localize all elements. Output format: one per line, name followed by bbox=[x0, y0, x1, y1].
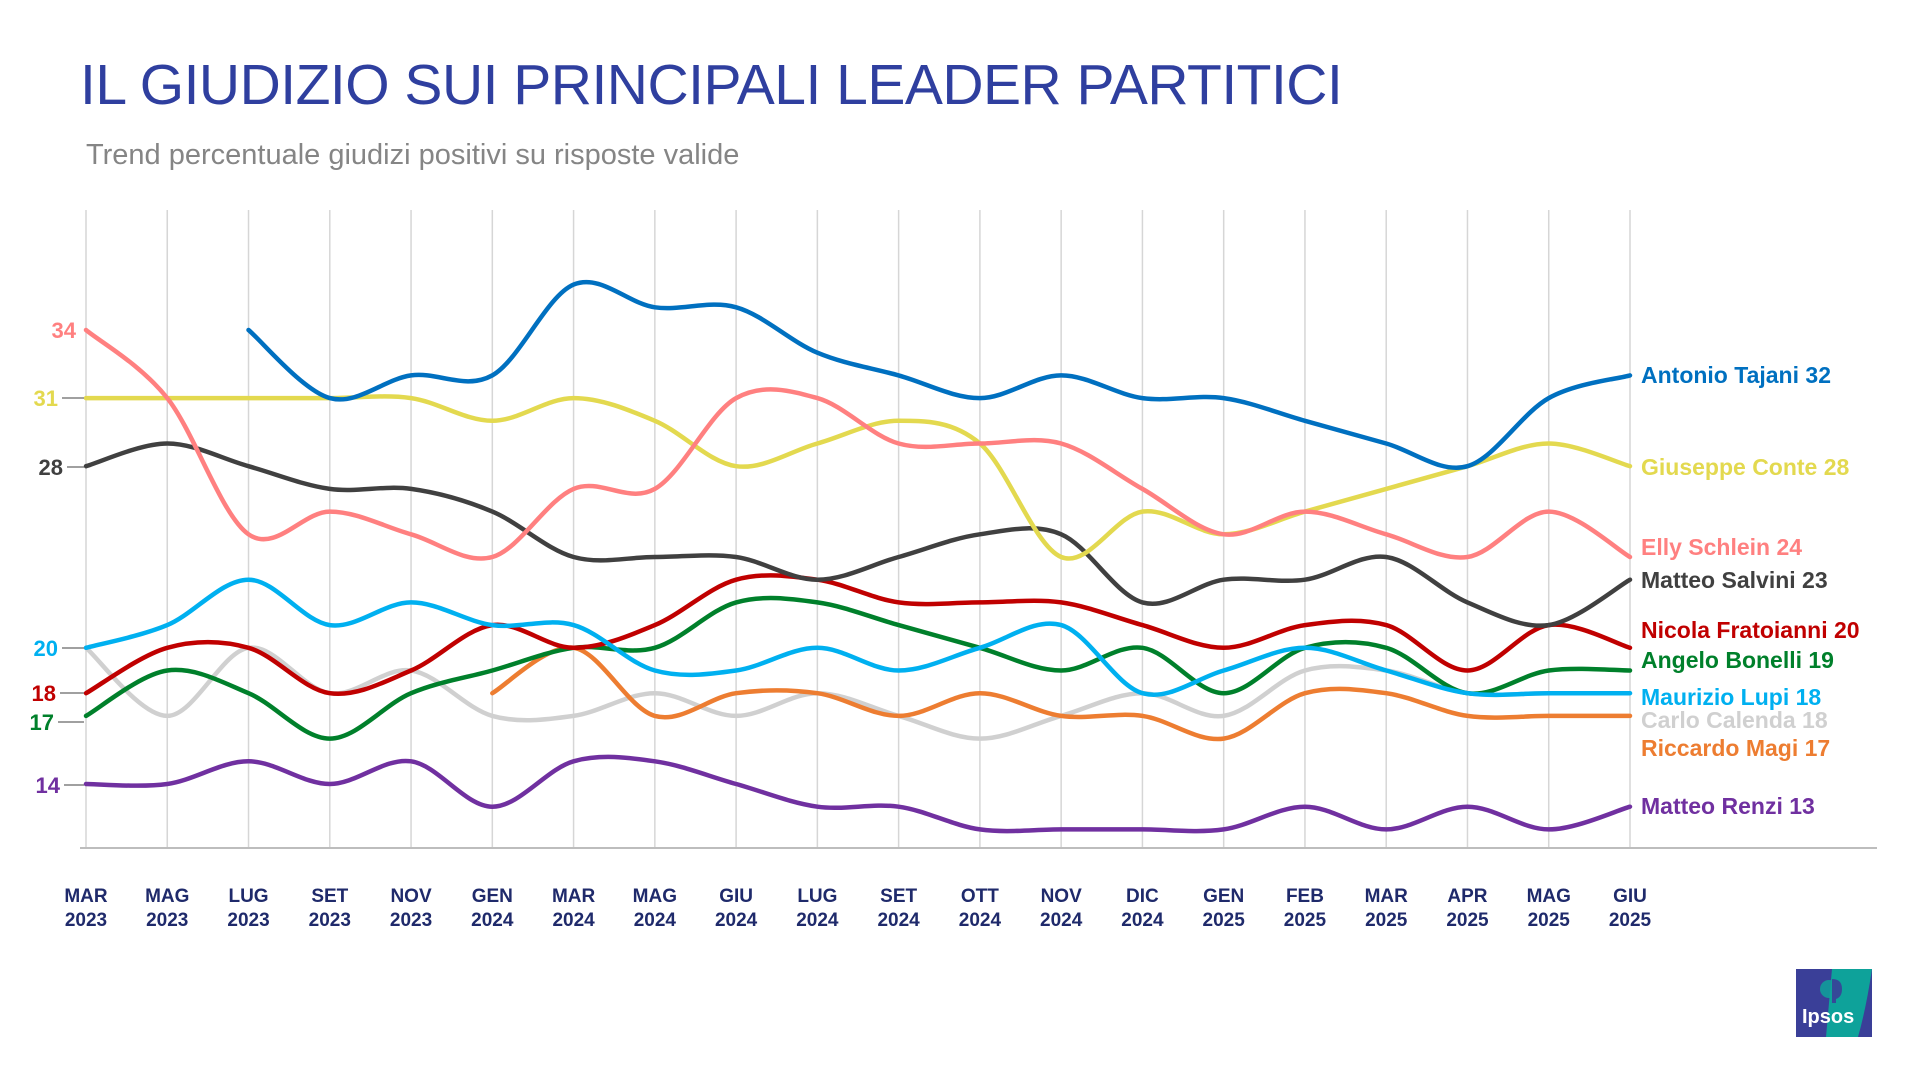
series-line bbox=[83, 577, 1633, 698]
x-tick-label: GIU 2024 bbox=[715, 886, 758, 931]
series-end-label: Maurizio Lupi 18 bbox=[1641, 684, 1821, 710]
x-tick-label: GEN 2025 bbox=[1203, 886, 1246, 931]
series-start-label: 17 bbox=[30, 710, 54, 735]
x-tick-label: GIU 2025 bbox=[1609, 886, 1652, 931]
x-tick-label: SET 2023 bbox=[309, 886, 351, 931]
series-end-label: Angelo Bonelli 19 bbox=[1641, 647, 1834, 673]
series-start-label: 31 bbox=[34, 386, 58, 411]
series-end-label: Matteo Renzi 13 bbox=[1641, 793, 1815, 819]
series-line bbox=[246, 279, 1633, 470]
series-start-label: 34 bbox=[52, 318, 77, 343]
x-tick-label: MAG 2024 bbox=[633, 886, 677, 931]
series-line bbox=[83, 595, 1633, 741]
x-tick-label: NOV 2023 bbox=[390, 886, 432, 931]
svg-text:Ipsos: Ipsos bbox=[1802, 1006, 1854, 1028]
series-line bbox=[490, 645, 1633, 742]
x-tick-label: LUG 2023 bbox=[227, 886, 269, 931]
series-end-label: Riccardo Magi 17 bbox=[1641, 735, 1830, 761]
series-end-label: Carlo Calenda 18 bbox=[1641, 707, 1828, 733]
series-end-label: Antonio Tajani 32 bbox=[1641, 362, 1831, 388]
series-start-label: 28 bbox=[39, 455, 63, 480]
x-tick-label: LUG 2024 bbox=[796, 886, 839, 931]
x-tick-label: DIC 2024 bbox=[1121, 886, 1164, 931]
ipsos-logo: Ipsos bbox=[1796, 969, 1872, 1037]
series-line bbox=[83, 754, 1633, 834]
x-tick-label: OTT 2024 bbox=[959, 886, 1002, 931]
x-tick-label: SET 2024 bbox=[877, 886, 920, 931]
series-end-label: Nicola Fratoianni 20 bbox=[1641, 617, 1860, 643]
chart-subtitle: Trend percentuale giudizi positivi su ri… bbox=[86, 139, 740, 171]
series-line bbox=[83, 441, 1633, 628]
chart-title: IL GIUDIZIO SUI PRINCIPALI LEADER PARTIT… bbox=[80, 53, 1343, 117]
x-tick-label: GEN 2024 bbox=[471, 886, 514, 931]
x-tick-label: MAR 2024 bbox=[552, 886, 596, 931]
x-tick-label: MAG 2025 bbox=[1527, 886, 1571, 931]
series-line bbox=[83, 327, 1633, 561]
series-line bbox=[83, 573, 1633, 697]
series-end-label: Matteo Salvini 23 bbox=[1641, 567, 1828, 593]
x-tick-label: APR 2025 bbox=[1446, 886, 1489, 931]
x-tick-label: MAG 2023 bbox=[145, 886, 189, 931]
series-end-label: Elly Schlein 24 bbox=[1641, 534, 1802, 560]
x-tick-label: FEB 2025 bbox=[1284, 886, 1327, 931]
series-end-label: Giuseppe Conte 28 bbox=[1641, 454, 1850, 480]
x-tick-label: NOV 2024 bbox=[1040, 886, 1083, 931]
x-tick-label: MAR 2025 bbox=[1365, 886, 1409, 931]
x-tick-label: MAR 2023 bbox=[64, 886, 108, 931]
series-start-label: 20 bbox=[34, 636, 58, 661]
series-start-label: 14 bbox=[36, 773, 61, 798]
series-start-label: 18 bbox=[32, 681, 56, 706]
